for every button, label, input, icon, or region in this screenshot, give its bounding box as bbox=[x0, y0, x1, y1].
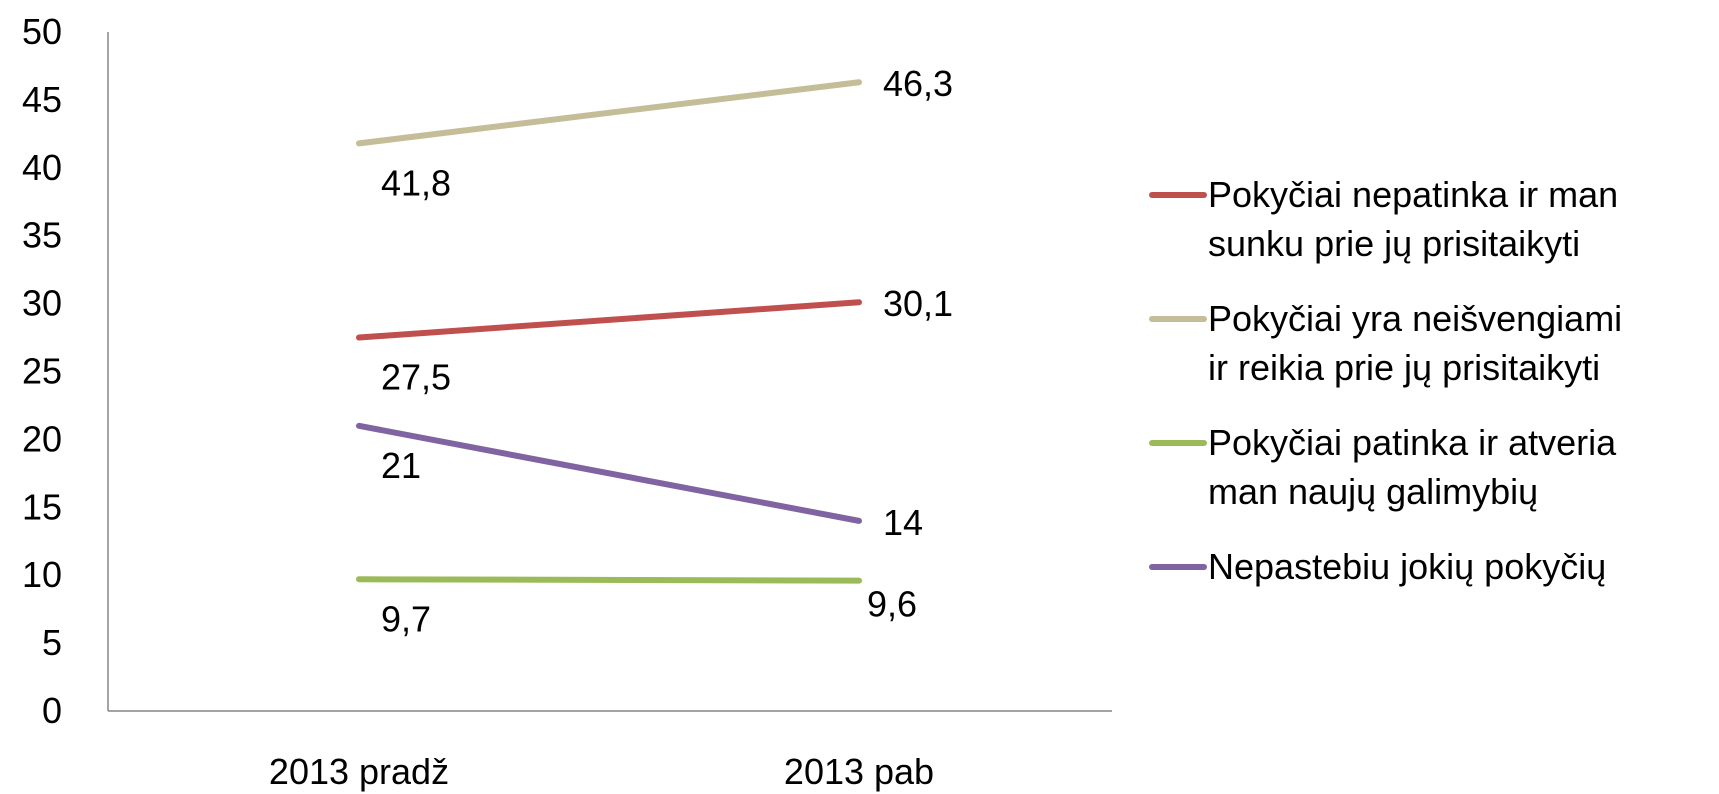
data-label: 30,1 bbox=[883, 283, 953, 324]
y-tick-label: 50 bbox=[22, 11, 62, 52]
x-tick-label: 2013 pab bbox=[784, 751, 934, 792]
y-tick-label: 40 bbox=[22, 147, 62, 188]
y-tick-label: 30 bbox=[22, 283, 62, 324]
legend-label: sunku prie jų prisitaikyti bbox=[1208, 223, 1580, 264]
legend-label: Nepastebiu jokių pokyčių bbox=[1208, 546, 1606, 587]
series-lines bbox=[356, 79, 862, 584]
series-line bbox=[356, 576, 862, 584]
y-tick-label: 5 bbox=[42, 622, 62, 663]
series-line bbox=[356, 299, 862, 341]
y-tick-label: 20 bbox=[22, 418, 62, 459]
data-label: 9,6 bbox=[867, 584, 917, 625]
y-tick-label: 15 bbox=[22, 486, 62, 527]
data-label: 9,7 bbox=[381, 598, 431, 639]
data-label: 21 bbox=[381, 445, 421, 486]
axes bbox=[107, 32, 1112, 712]
data-label: 27,5 bbox=[381, 357, 451, 398]
legend-label: Pokyčiai nepatinka ir man bbox=[1208, 174, 1618, 215]
data-label: 41,8 bbox=[381, 162, 451, 203]
legend-label: Pokyčiai patinka ir atveria bbox=[1208, 422, 1617, 463]
legend: Pokyčiai nepatinka ir man sunku prie jų p… bbox=[1149, 174, 1622, 587]
y-axis-ticks: 0 5 10 15 20 25 30 35 40 45 50 bbox=[22, 11, 62, 731]
y-tick-label: 35 bbox=[22, 215, 62, 256]
legend-label: man naujų galimybių bbox=[1208, 471, 1538, 512]
series-line bbox=[356, 422, 862, 524]
y-tick-label: 0 bbox=[42, 690, 62, 731]
legend-label: ir reikia prie jų prisitaikyti bbox=[1208, 347, 1600, 388]
y-tick-label: 10 bbox=[22, 554, 62, 595]
x-axis-ticks: 2013 pradž 2013 pab bbox=[269, 751, 934, 792]
legend-label: Pokyčiai yra neišvengiami bbox=[1208, 298, 1622, 339]
data-labels: 27,5 30,1 41,8 46,3 9,7 9,6 21 14 bbox=[381, 63, 953, 639]
y-tick-label: 45 bbox=[22, 79, 62, 120]
x-tick-label: 2013 pradž bbox=[269, 751, 449, 792]
data-label: 46,3 bbox=[883, 63, 953, 104]
series-line bbox=[356, 79, 862, 147]
data-label: 14 bbox=[883, 502, 923, 543]
y-tick-label: 25 bbox=[22, 351, 62, 392]
